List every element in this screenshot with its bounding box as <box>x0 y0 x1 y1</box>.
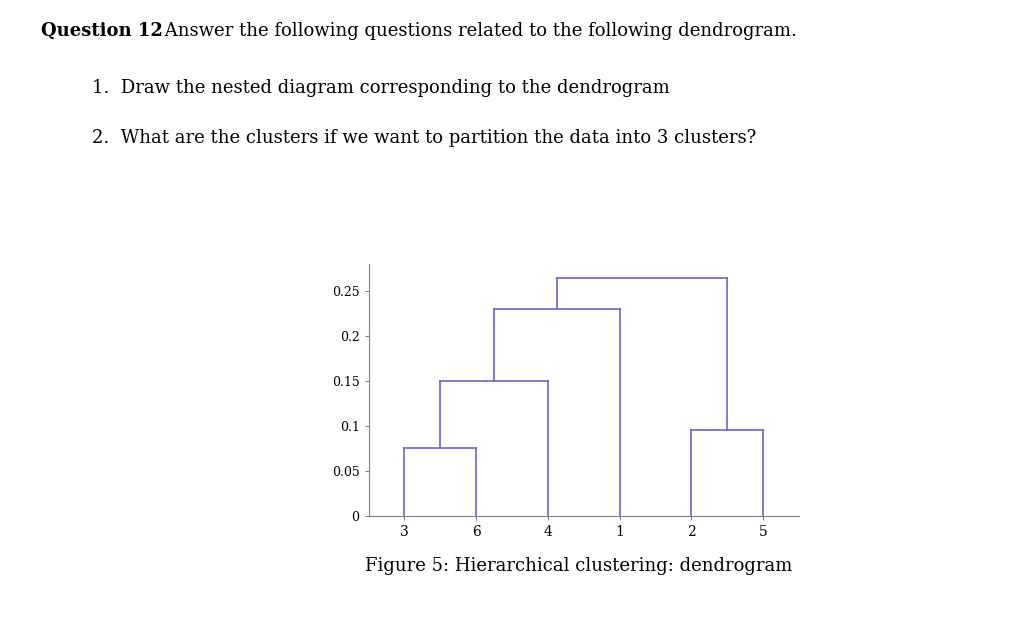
Text: Answer the following questions related to the following dendrogram.: Answer the following questions related t… <box>159 22 797 40</box>
Text: Figure 5: Hierarchical clustering: dendrogram: Figure 5: Hierarchical clustering: dendr… <box>365 557 793 575</box>
Text: 2.  What are the clusters if we want to partition the data into 3 clusters?: 2. What are the clusters if we want to p… <box>92 129 757 147</box>
Text: Question 12: Question 12 <box>41 22 163 40</box>
Text: 1.  Draw the nested diagram corresponding to the dendrogram: 1. Draw the nested diagram corresponding… <box>92 79 670 97</box>
